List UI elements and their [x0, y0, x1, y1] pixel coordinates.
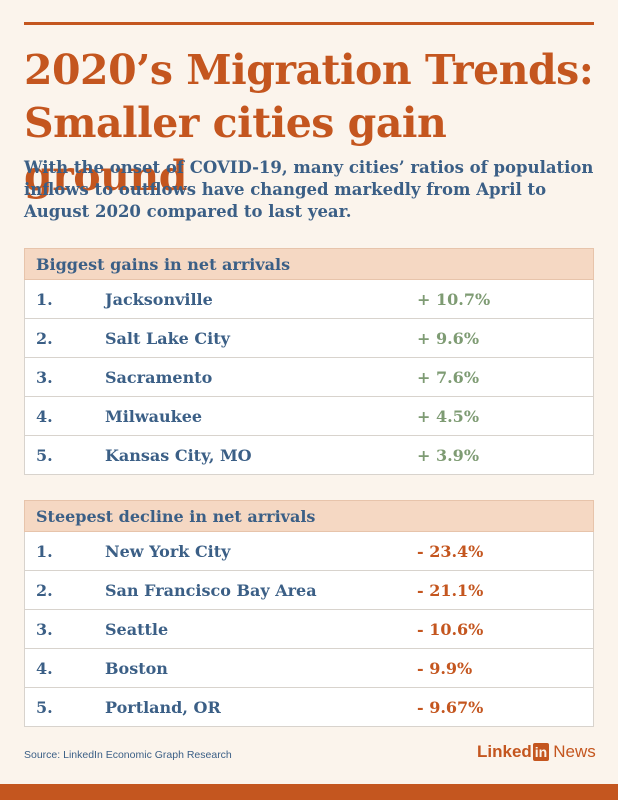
- city-cell: New York City: [105, 541, 231, 561]
- source-note: Source: LinkedIn Economic Graph Research: [24, 749, 232, 761]
- gains-table-row: 2. Salt Lake City + 9.6%: [24, 319, 594, 358]
- city-cell: Kansas City, MO: [105, 445, 252, 465]
- rank-cell: 2.: [36, 328, 53, 348]
- rank-cell: 5.: [36, 697, 53, 717]
- city-cell: Salt Lake City: [105, 328, 230, 348]
- city-cell: Boston: [105, 658, 168, 678]
- city-cell: San Francisco Bay Area: [105, 580, 317, 600]
- rank-cell: 3.: [36, 367, 53, 387]
- logo-linked-text: Linked: [477, 742, 532, 761]
- city-cell: Seattle: [105, 619, 169, 639]
- linkedin-in-icon: in: [532, 743, 550, 761]
- value-cell: - 9.9%: [417, 658, 473, 678]
- declines-table-row: 4. Boston - 9.9%: [24, 649, 594, 688]
- declines-table-row: 1. New York City - 23.4%: [24, 532, 594, 571]
- declines-table-row: 2. San Francisco Bay Area - 21.1%: [24, 571, 594, 610]
- value-cell: - 9.67%: [417, 697, 484, 717]
- city-cell: Jacksonville: [105, 289, 213, 309]
- value-cell: - 10.6%: [417, 619, 484, 639]
- gains-table-row: 3. Sacramento + 7.6%: [24, 358, 594, 397]
- gains-table-row: 5. Kansas City, MO + 3.9%: [24, 436, 594, 475]
- declines-table: Steepest decline in net arrivals 1. New Y…: [24, 500, 594, 727]
- rank-cell: 1.: [36, 289, 53, 309]
- gains-table-row: 1. Jacksonville + 10.7%: [24, 280, 594, 319]
- value-cell: + 4.5%: [417, 406, 480, 426]
- value-cell: - 21.1%: [417, 580, 484, 600]
- value-cell: - 23.4%: [417, 541, 484, 561]
- rank-cell: 1.: [36, 541, 53, 561]
- top-rule: [24, 22, 594, 25]
- value-cell: + 7.6%: [417, 367, 480, 387]
- rank-cell: 4.: [36, 658, 53, 678]
- declines-table-header: Steepest decline in net arrivals: [24, 500, 594, 532]
- page-title: 2020’s Migration Trends: Smaller cities …: [24, 46, 594, 200]
- rank-cell: 3.: [36, 619, 53, 639]
- rank-cell: 4.: [36, 406, 53, 426]
- city-cell: Sacramento: [105, 367, 213, 387]
- gains-table-header: Biggest gains in net arrivals: [24, 248, 594, 280]
- declines-table-row: 3. Seattle - 10.6%: [24, 610, 594, 649]
- value-cell: + 10.7%: [417, 289, 491, 309]
- linkedin-news-logo: Linked in News: [477, 742, 596, 762]
- page-subtitle: With the onset of COVID-19, many cities’…: [24, 158, 594, 221]
- gains-table-row: 4. Milwaukee + 4.5%: [24, 397, 594, 436]
- declines-table-row: 5. Portland, OR - 9.67%: [24, 688, 594, 727]
- gains-table: Biggest gains in net arrivals 1. Jacksonv…: [24, 248, 594, 475]
- logo-news-text: News: [553, 742, 596, 761]
- value-cell: + 3.9%: [417, 445, 480, 465]
- rank-cell: 2.: [36, 580, 53, 600]
- city-cell: Portland, OR: [105, 697, 221, 717]
- bottom-bar: [0, 784, 618, 800]
- city-cell: Milwaukee: [105, 406, 203, 426]
- value-cell: + 9.6%: [417, 328, 480, 348]
- rank-cell: 5.: [36, 445, 53, 465]
